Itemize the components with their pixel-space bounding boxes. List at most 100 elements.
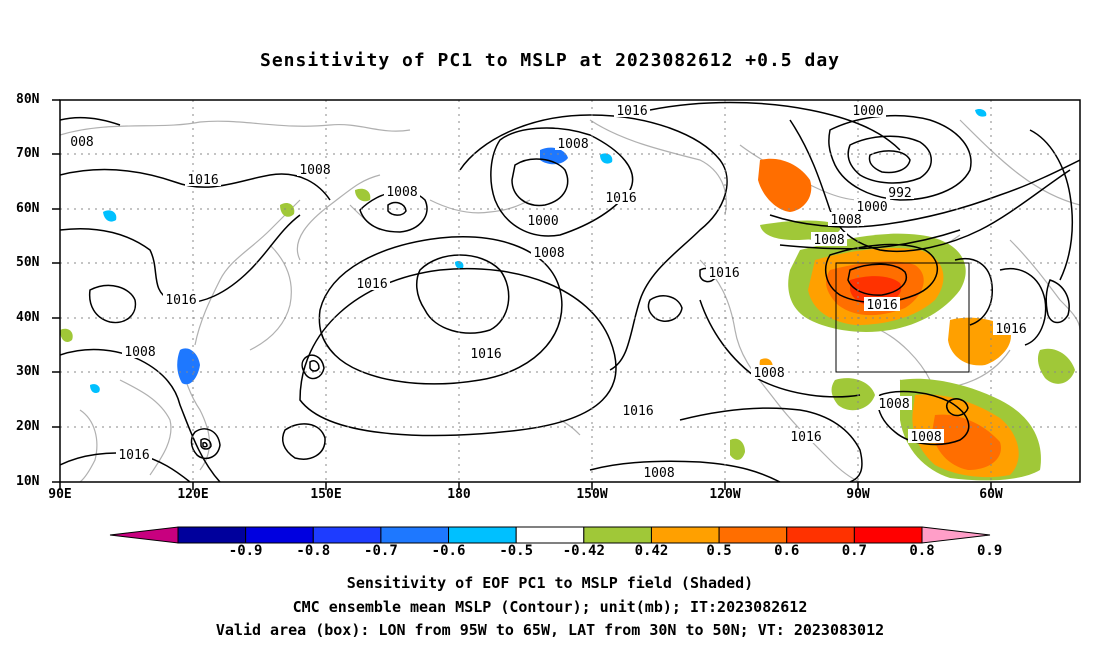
contour-label: 1016 [118,448,149,463]
contour-label: 1016 [995,322,1026,337]
colorbar-tick-label: 0.5 [706,543,732,559]
contour-label: 1000 [856,200,887,215]
colorbar-tick-label: -0.8 [296,543,331,559]
contour-label: 1016 [165,293,196,308]
contour-label-bg [876,396,912,410]
contour-label: 1008 [830,213,861,228]
contour-label-bg [751,365,787,379]
contour-label: 1008 [878,397,909,412]
colorbar-tick-label: -0.9 [228,543,263,559]
lat-label-40n: 40N [16,310,40,325]
footer-line-2: CMC ensemble mean MSLP (Contour); unit(m… [292,598,808,616]
contour-label: 1008 [557,137,588,152]
colorbar-cell [650,526,720,544]
negative-shading [90,108,987,394]
contour-label: 1016 [187,173,218,188]
lon-label-120w: 120W [709,487,741,502]
lon-label-120e: 120E [177,487,209,502]
contour-label-bg [384,184,420,198]
colorbar-cell [245,526,314,544]
contour-label: 008 [70,135,93,150]
contour-label-bg [620,403,656,417]
contour-label: 1000 [527,214,558,229]
colorbar-tick-label: 0.42 [634,543,669,559]
contour-label-bg [531,245,567,259]
contour-label-bg [908,429,944,443]
contour-label-bg [116,447,152,461]
contour-label-bg [603,190,639,204]
contour-label-bg [354,276,390,290]
contour-label-bg [555,136,591,150]
contour-label-bg [850,103,886,117]
contour-label-bg [641,465,677,479]
lon-label-60w: 60W [979,487,1003,502]
contour-label: 1008 [643,466,674,481]
colorbar-cell [177,526,247,544]
contour-label-bg [163,292,199,306]
colorbar-cell [786,526,855,544]
lat-label-60n: 60N [16,201,40,216]
contour-label: 1008 [386,185,417,200]
contour-label-bg [864,297,900,311]
contour-label: 1016 [605,191,636,206]
contour-label-bg [788,429,824,443]
contour-label: 1016 [708,266,739,281]
lat-label-20n: 20N [16,419,40,434]
contour-label: 1016 [790,430,821,445]
contour-label: 1008 [813,233,844,248]
lat-label-10n: 10N [16,474,40,489]
colorbar-cell [853,526,923,544]
contour-label-bg [185,172,221,186]
contour-label-bg [854,199,890,213]
lat-label-70n: 70N [16,146,40,161]
contour-label: 1008 [299,163,330,178]
contour-label: 1008 [753,366,784,381]
contour-label-bg [614,103,650,117]
map-frame [59,99,1081,483]
contour-label-bg [122,344,158,358]
lat-label-80n: 80N [16,92,40,107]
contour-label: 1016 [356,277,387,292]
contour-label: 1008 [124,345,155,360]
colorbar-tick-label: -0.6 [431,543,466,559]
colorbar-cell [312,526,382,544]
colorbar-cell [109,526,179,544]
colorbar-tick-label: 0.9 [976,543,1003,559]
axis-ticks [52,99,992,490]
contour-label-bg [706,265,742,279]
lon-label-150e: 150E [310,487,342,502]
colorbar-cell [718,526,788,544]
contour-label-bg [886,185,914,199]
colorbar-cell [380,526,450,544]
colorbar-tick-label: -0.5 [499,543,534,559]
contour-label: 1016 [470,347,501,362]
lon-label-90w: 90W [846,487,870,502]
mslp-contours [60,101,1080,482]
map-title: Sensitivity of PC1 to MSLP at 2023082612… [259,50,840,71]
colorbar-tick-label: -0.42 [562,543,605,559]
contour-label-bg [297,162,333,176]
contour-label: 1016 [866,298,897,313]
footer-line-3: Valid area (box): LON from 95W to 65W, L… [215,621,885,639]
contour-label-bg [993,321,1029,335]
colorbar-tick-label: 0.8 [909,543,935,559]
contour-label: 1008 [533,246,564,261]
contour-label: 992 [888,186,911,201]
lon-label-90e: 90E [48,487,72,502]
lat-label-30n: 30N [16,364,40,379]
colorbar-cell [448,526,517,544]
footer-line-1: Sensitivity of EOF PC1 to MSLP field (Sh… [346,574,754,592]
contour-label-bg [811,232,847,246]
colorbar-cell [583,526,652,544]
contour-label-bg [525,213,561,227]
contour-label-bg [468,346,504,360]
positive-shading [60,158,1075,481]
contour-label: 1016 [616,104,647,119]
contour-label: 1016 [622,404,653,419]
lon-label-150w: 150W [576,487,608,502]
valid-area-box [835,262,970,373]
colorbar-tick-label: 0.6 [774,543,800,559]
